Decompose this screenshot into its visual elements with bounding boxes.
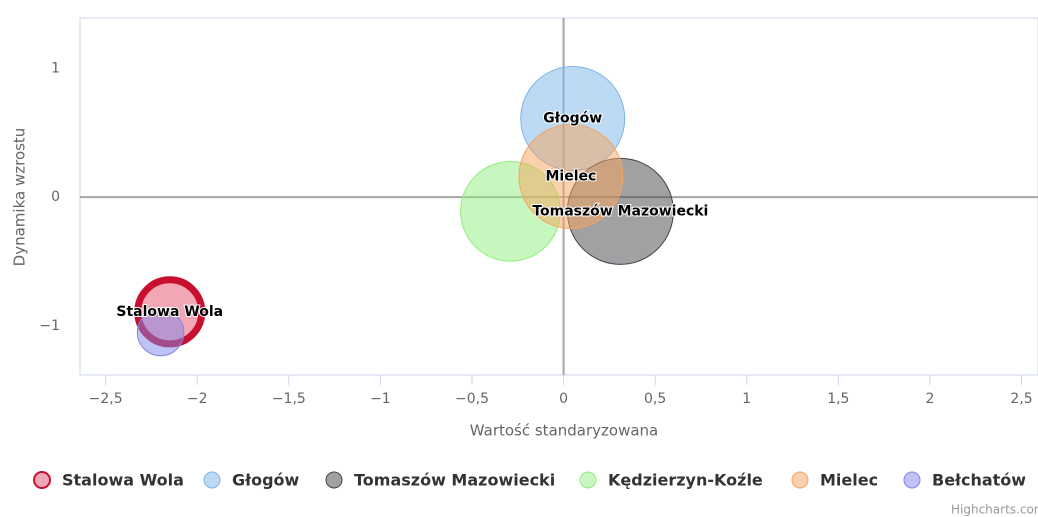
bubble [136, 308, 185, 357]
x-tick-label: −2 [187, 391, 208, 407]
legend-marker [579, 471, 597, 489]
y-tick-label: 0 [51, 189, 60, 205]
x-tick-label: 2 [925, 391, 934, 407]
legend-label[interactable]: Tomaszów Mazowiecki [354, 471, 555, 490]
x-tick-label: 0,5 [644, 391, 666, 407]
y-tick-label: −1 [39, 318, 60, 334]
legend-marker [325, 471, 343, 489]
legend-marker [791, 471, 809, 489]
legend-label[interactable]: Kędzierzyn-Koźle [608, 471, 763, 490]
legend-marker [203, 471, 221, 489]
x-tick-label: 1 [742, 391, 751, 407]
x-tick-label: −2,5 [89, 391, 123, 407]
data-label: Stalowa Wola [116, 304, 223, 320]
x-tick-label: 2,5 [1010, 391, 1032, 407]
x-tick-label: 1,5 [827, 391, 849, 407]
legend-marker [903, 471, 921, 489]
legend-label[interactable]: Mielec [820, 471, 878, 490]
credits: Highcharts.com [951, 503, 1038, 517]
legend-marker [33, 471, 51, 489]
legend-label[interactable]: Stalowa Wola [62, 471, 184, 490]
x-axis-title: Wartość standaryzowana [470, 422, 658, 440]
y-tick-label: 1 [51, 60, 60, 76]
x-tick-label: 0 [559, 391, 568, 407]
x-tick-label: −0,5 [455, 391, 489, 407]
bubble [518, 124, 624, 229]
x-tick-label: −1,5 [272, 391, 306, 407]
legend-label[interactable]: Bełchatów [932, 471, 1026, 490]
legend-label[interactable]: Głogów [232, 471, 300, 490]
data-label: Mielec [545, 169, 596, 185]
y-axis-title: Dynamika wzrostu [11, 128, 29, 267]
data-label: Tomaszów Mazowiecki [532, 203, 708, 219]
data-label: Głogów [543, 111, 602, 127]
x-tick-label: −1 [370, 391, 391, 407]
